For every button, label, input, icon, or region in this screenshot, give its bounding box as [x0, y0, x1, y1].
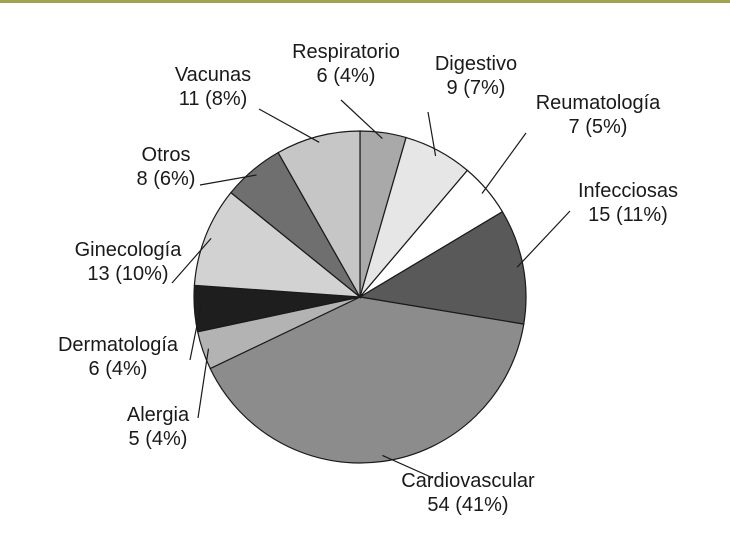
slice-value-alergia: 5 (4%)	[129, 428, 188, 450]
leader-line-alergia	[197, 348, 210, 419]
leader-line-otros	[199, 174, 257, 186]
slice-label-cardiovascular: Cardiovascular	[401, 470, 535, 492]
slice-label-otros: Otros	[142, 144, 191, 166]
slice-infecciosas	[358, 210, 527, 325]
slice-label-digestivo: Digestivo	[435, 53, 517, 75]
leader-lines	[171, 99, 571, 479]
slice-label-alergia: Alergia	[127, 404, 190, 426]
slice-value-respiratorio: 6 (4%)	[317, 65, 376, 87]
slice-value-infecciosas: 15 (11%)	[588, 204, 668, 226]
slice-value-cardiovascular: 54 (41%)	[427, 494, 508, 516]
slice-value-digestivo: 9 (7%)	[447, 77, 506, 99]
slice-vacunas	[277, 130, 361, 300]
leader-line-ginecologia	[171, 238, 212, 284]
top-accent-rule	[0, 0, 730, 3]
leader-line-digestivo	[427, 111, 437, 157]
slice-cardiovascular	[209, 296, 525, 464]
slice-label-infecciosas: Infecciosas	[578, 180, 678, 202]
leader-line-reumatologia	[481, 132, 527, 194]
slice-value-vacunas: 11 (8%)	[179, 88, 248, 110]
slice-value-otros: 8 (6%)	[137, 168, 196, 190]
pie-slices	[193, 130, 527, 464]
slice-label-ginecologia: Ginecología	[75, 239, 183, 261]
slice-ginecologia	[193, 191, 362, 298]
slice-label-dermatologia: Dermatología	[58, 334, 179, 356]
slice-label-reumatologia: Reumatología	[536, 92, 661, 114]
leader-line-dermatologia	[189, 308, 201, 361]
slice-value-ginecologia: 13 (10%)	[87, 263, 168, 285]
leader-line-infecciosas	[516, 210, 571, 268]
leader-line-cardiovascular	[382, 454, 434, 479]
slice-label-respiratorio: Respiratorio	[292, 41, 400, 63]
leader-line-respiratorio	[340, 99, 383, 140]
slice-value-reumatologia: 7 (5%)	[569, 116, 628, 138]
slice-label-vacunas: Vacunas	[175, 64, 251, 86]
leader-line-vacunas	[258, 108, 320, 143]
slice-value-dermatologia: 6 (4%)	[89, 358, 148, 380]
